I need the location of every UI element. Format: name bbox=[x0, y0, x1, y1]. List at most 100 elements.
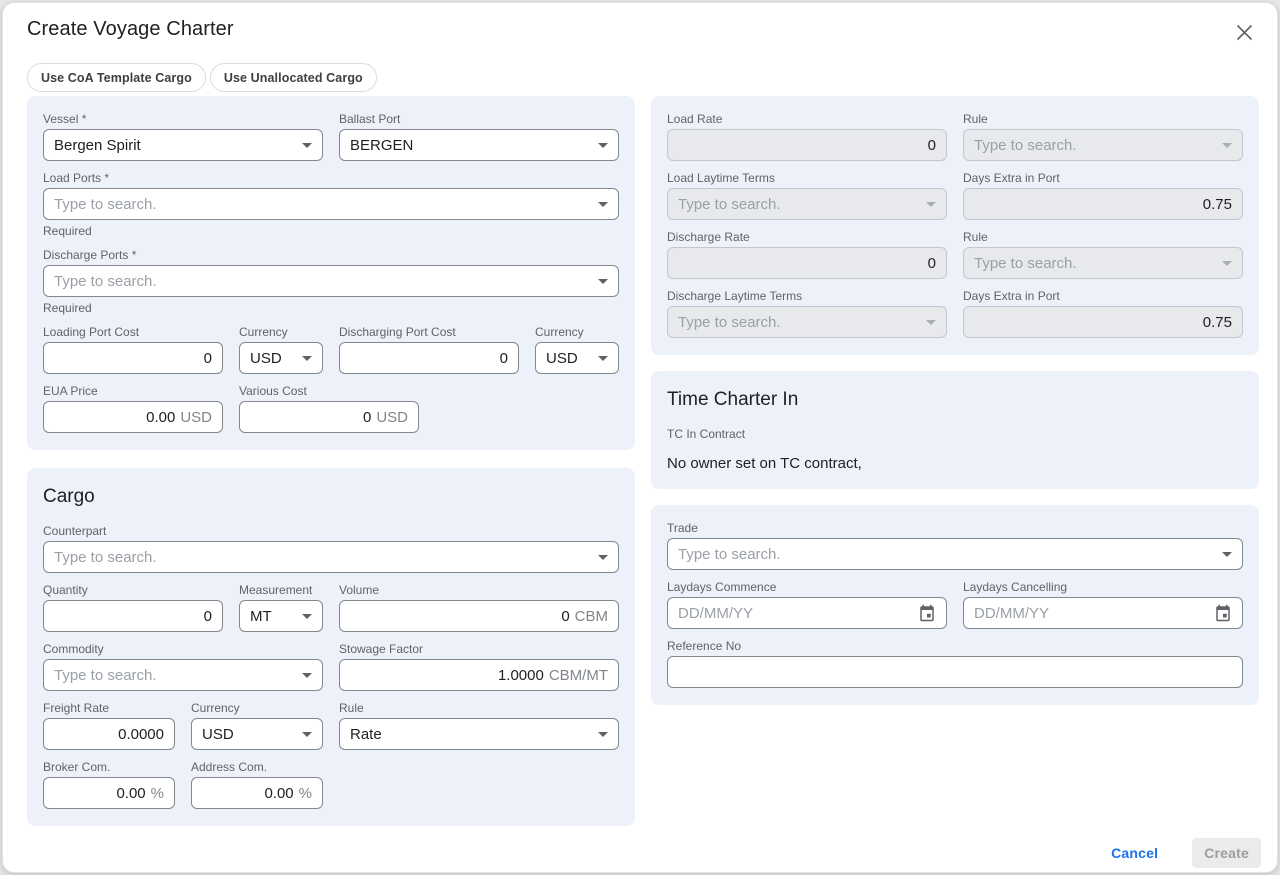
laydays-commence-input[interactable]: DD/MM/YY bbox=[667, 597, 947, 629]
quantity-label: Quantity bbox=[43, 583, 88, 597]
dialog-title: Create Voyage Charter bbox=[27, 18, 234, 40]
broker-com-label: Broker Com. bbox=[43, 760, 111, 774]
quantity-input[interactable]: 0 bbox=[43, 600, 223, 632]
chevron-down-icon bbox=[926, 319, 936, 325]
chevron-down-icon bbox=[1222, 142, 1232, 148]
discharging-port-cost-input[interactable]: 0 bbox=[339, 342, 519, 374]
vessel-panel: Vessel * Bergen Spirit Ballast Port BERG… bbox=[27, 96, 635, 450]
use-coa-template-cargo-button[interactable]: Use CoA Template Cargo bbox=[27, 63, 206, 92]
load-ports-label: Load Ports * bbox=[43, 171, 110, 185]
load-days-extra-label: Days Extra in Port bbox=[963, 171, 1060, 185]
discharge-ports-required-helper: Required bbox=[43, 301, 92, 315]
freight-currency-label: Currency bbox=[191, 701, 240, 715]
trade-select[interactable]: Type to search. bbox=[667, 538, 1243, 570]
discharge-rate-label: Discharge Rate bbox=[667, 230, 750, 244]
calendar-icon[interactable] bbox=[1214, 604, 1232, 622]
chevron-down-icon bbox=[598, 731, 608, 737]
left-column: Vessel * Bergen Spirit Ballast Port BERG… bbox=[27, 96, 635, 826]
eua-price-label: EUA Price bbox=[43, 384, 98, 398]
calendar-icon[interactable] bbox=[918, 604, 936, 622]
freight-rate-input[interactable]: 0.0000 bbox=[43, 718, 175, 750]
eua-price-input[interactable]: 0.00 USD bbox=[43, 401, 223, 433]
use-unallocated-cargo-button[interactable]: Use Unallocated Cargo bbox=[209, 63, 377, 92]
chevron-down-icon bbox=[1222, 260, 1232, 266]
tc-in-contract-message: No owner set on TC contract, bbox=[667, 455, 862, 472]
laydays-cancelling-input[interactable]: DD/MM/YY bbox=[963, 597, 1243, 629]
load-ports-select[interactable]: Type to search. bbox=[43, 188, 619, 220]
chevron-down-icon bbox=[1222, 551, 1232, 557]
dialog-footer: Cancel Create bbox=[3, 826, 1277, 872]
address-com-input[interactable]: 0.00 % bbox=[191, 777, 323, 809]
counterpart-label: Counterpart bbox=[43, 524, 107, 538]
vessel-label: Vessel * bbox=[43, 112, 87, 126]
time-charter-in-panel: Time Charter In TC In Contract No owner … bbox=[651, 371, 1259, 489]
discharge-days-extra-label: Days Extra in Port bbox=[963, 289, 1060, 303]
freight-currency-select[interactable]: USD bbox=[191, 718, 323, 750]
close-button[interactable] bbox=[1232, 20, 1257, 45]
discharging-currency-select[interactable]: USD bbox=[535, 342, 619, 374]
commodity-select[interactable]: Type to search. bbox=[43, 659, 323, 691]
cancel-button[interactable]: Cancel bbox=[1105, 844, 1164, 862]
trade-label: Trade bbox=[667, 521, 698, 535]
load-rule-label: Rule bbox=[963, 112, 988, 126]
trade-panel: Trade Type to search. Laydays Commence D… bbox=[651, 505, 1259, 705]
chevron-down-icon bbox=[302, 613, 312, 619]
laydays-cancelling-label: Laydays Cancelling bbox=[963, 580, 1068, 594]
address-com-label: Address Com. bbox=[191, 760, 268, 774]
load-rate-input: 0 bbox=[667, 129, 947, 161]
chevron-down-icon bbox=[598, 278, 608, 284]
load-rule-select: Type to search. bbox=[963, 129, 1243, 161]
various-cost-unit: USD bbox=[376, 408, 408, 426]
discharge-ports-label: Discharge Ports * bbox=[43, 248, 137, 262]
load-laytime-terms-label: Load Laytime Terms bbox=[667, 171, 775, 185]
stowage-factor-unit: CBM/MT bbox=[548, 666, 608, 684]
broker-com-input[interactable]: 0.00 % bbox=[43, 777, 175, 809]
reference-no-input[interactable] bbox=[667, 656, 1243, 688]
time-charter-in-heading: Time Charter In bbox=[667, 389, 799, 410]
chevron-down-icon bbox=[302, 731, 312, 737]
chevron-down-icon bbox=[302, 355, 312, 361]
reference-no-label: Reference No bbox=[667, 639, 742, 653]
freight-rule-select[interactable]: Rate bbox=[339, 718, 619, 750]
dialog-header: Create Voyage Charter bbox=[3, 3, 1277, 45]
create-button[interactable]: Create bbox=[1192, 838, 1261, 868]
address-com-unit: % bbox=[298, 784, 312, 802]
load-rate-label: Load Rate bbox=[667, 112, 723, 126]
volume-input[interactable]: 0 CBM bbox=[339, 600, 619, 632]
discharge-rule-select: Type to search. bbox=[963, 247, 1243, 279]
right-column: Load Rate 0 Rule Type to search. bbox=[651, 96, 1259, 826]
discharge-days-extra-input: 0.75 bbox=[963, 306, 1243, 338]
discharge-laytime-terms-select: Type to search. bbox=[667, 306, 947, 338]
laydays-commence-label: Laydays Commence bbox=[667, 580, 777, 594]
template-chip-row: Use CoA Template Cargo Use Unallocated C… bbox=[3, 45, 1277, 92]
ballast-port-select[interactable]: BERGEN bbox=[339, 129, 619, 161]
tc-in-contract-label: TC In Contract bbox=[667, 427, 746, 441]
eua-price-unit: USD bbox=[180, 408, 212, 426]
chevron-down-icon bbox=[926, 201, 936, 207]
chevron-down-icon bbox=[598, 554, 608, 560]
volume-label: Volume bbox=[339, 583, 380, 597]
measurement-label: Measurement bbox=[239, 583, 313, 597]
loading-currency-select[interactable]: USD bbox=[239, 342, 323, 374]
dialog-content: Vessel * Bergen Spirit Ballast Port BERG… bbox=[3, 92, 1277, 826]
vessel-select[interactable]: Bergen Spirit bbox=[43, 129, 323, 161]
laytime-rates-panel: Load Rate 0 Rule Type to search. bbox=[651, 96, 1259, 355]
discharge-ports-select[interactable]: Type to search. bbox=[43, 265, 619, 297]
measurement-select[interactable]: MT bbox=[239, 600, 323, 632]
stowage-factor-input[interactable]: 1.0000 CBM/MT bbox=[339, 659, 619, 691]
cargo-heading: Cargo bbox=[43, 486, 95, 507]
load-days-extra-input: 0.75 bbox=[963, 188, 1243, 220]
loading-port-cost-label: Loading Port Cost bbox=[43, 325, 140, 339]
commodity-label: Commodity bbox=[43, 642, 104, 656]
discharge-rule-label: Rule bbox=[963, 230, 988, 244]
loading-port-cost-input[interactable]: 0 bbox=[43, 342, 223, 374]
various-cost-label: Various Cost bbox=[239, 384, 307, 398]
chevron-down-icon bbox=[598, 142, 608, 148]
discharging-currency-label: Currency bbox=[535, 325, 584, 339]
counterpart-select[interactable]: Type to search. bbox=[43, 541, 619, 573]
discharging-port-cost-label: Discharging Port Cost bbox=[339, 325, 456, 339]
various-cost-input[interactable]: 0 USD bbox=[239, 401, 419, 433]
freight-rate-label: Freight Rate bbox=[43, 701, 110, 715]
stowage-factor-label: Stowage Factor bbox=[339, 642, 424, 656]
